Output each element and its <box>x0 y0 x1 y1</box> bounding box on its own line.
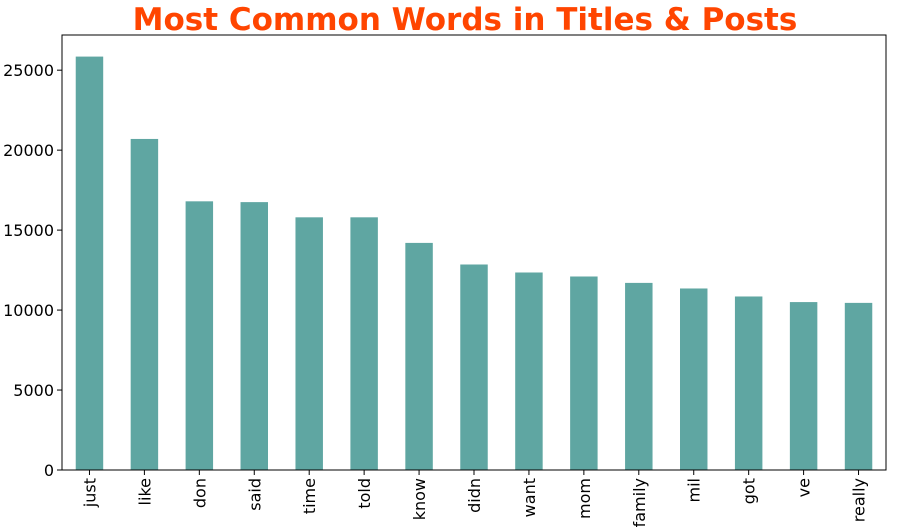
x-tick-label-like: like <box>135 478 154 505</box>
bar-don <box>185 201 214 470</box>
bar-family <box>625 282 653 470</box>
bar-just <box>75 56 104 471</box>
x-tick-label-family: family <box>630 478 649 527</box>
x-tick-label-mom: mom <box>575 478 594 519</box>
bars-layer <box>75 56 873 471</box>
x-tick-label-know: know <box>410 478 429 520</box>
chart-title: Most Common Words in Titles & Posts <box>133 2 798 38</box>
y-tick-label: 25000 <box>3 61 54 80</box>
x-tick-label-want: want <box>520 478 539 517</box>
y-tick-label: 10000 <box>3 301 54 320</box>
bar-want <box>515 272 543 470</box>
x-tick-label-didn: didn <box>465 478 484 513</box>
bar-told <box>350 217 378 470</box>
x-tick-label-really: really <box>850 478 869 522</box>
bar-time <box>295 217 323 470</box>
y-tick-label: 20000 <box>3 141 54 160</box>
bar-ve <box>789 302 818 470</box>
bar-mom <box>570 276 598 470</box>
y-tick-label: 15000 <box>3 221 54 240</box>
x-axis: just like don said time told know didn want mom fa… <box>80 470 869 527</box>
plot-frame <box>61 34 887 471</box>
x-tick-label-got: got <box>740 478 759 504</box>
bar-said <box>240 202 268 470</box>
x-tick-label-time: time <box>300 478 319 514</box>
y-axis: 0 5000 10000 15000 20000 25000 <box>3 61 62 480</box>
x-tick-label-just: just <box>80 478 99 508</box>
y-tick-label: 5000 <box>13 381 54 400</box>
x-tick-label-told: told <box>355 478 374 509</box>
bar-know <box>405 242 433 470</box>
x-tick-label-ve: ve <box>795 478 814 497</box>
bar-got <box>734 296 763 470</box>
y-tick-label: 0 <box>44 461 54 480</box>
bar-really <box>844 302 873 470</box>
x-tick-label-mil: mil <box>685 478 704 502</box>
bar-mil <box>680 288 708 470</box>
x-tick-label-don: don <box>190 478 209 508</box>
bar-like <box>130 138 159 470</box>
x-tick-label-said: said <box>245 478 264 511</box>
bar-didn <box>460 264 488 470</box>
